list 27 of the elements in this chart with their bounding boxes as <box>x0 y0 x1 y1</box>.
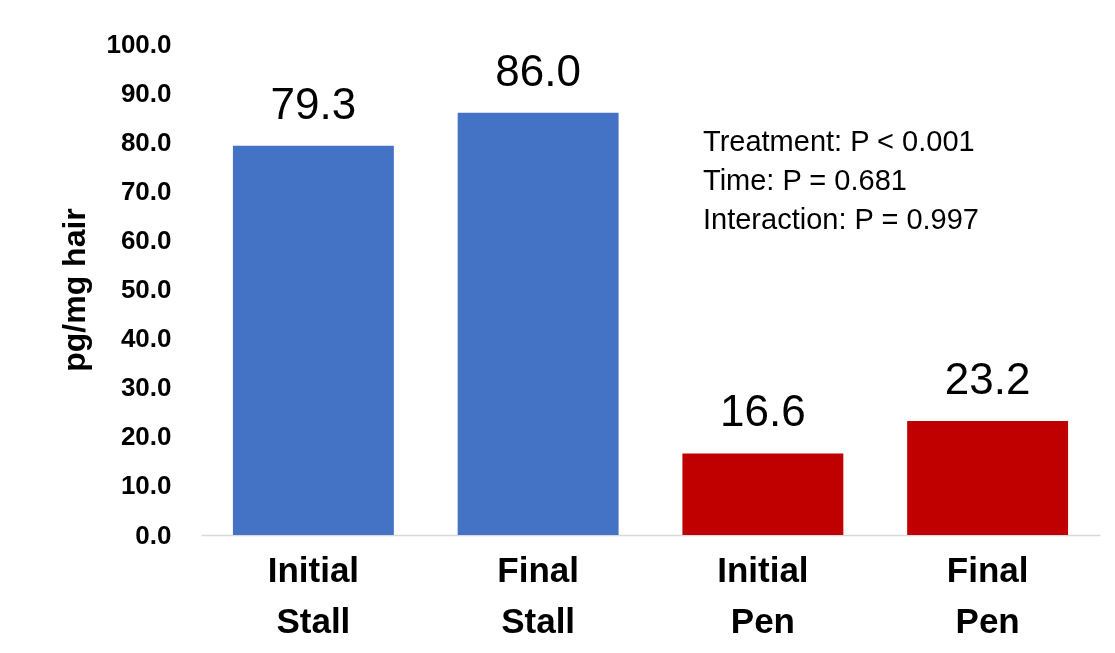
y-tick-label: 20.0 <box>120 421 172 452</box>
y-tick-label: 10.0 <box>120 470 172 501</box>
x-tick-label: Initial Stall <box>267 549 360 640</box>
data-label: 23.2 <box>944 354 1031 404</box>
y-tick-label: 50.0 <box>120 274 172 304</box>
y-tick-label: 60.0 <box>120 224 172 255</box>
x-tick-label: Initial Pen <box>717 549 809 640</box>
y-tick-label: 90.0 <box>120 77 172 108</box>
x-tick-label: Final Pen <box>946 549 1029 640</box>
bar <box>907 421 1069 535</box>
bar <box>457 112 619 535</box>
y-tick-label: 40.0 <box>120 323 172 354</box>
annotation: Time: P = 0.681 <box>703 164 907 196</box>
x-tick-label: Final Stall <box>497 549 579 640</box>
annotation: Interaction: P = 0.997 <box>703 203 979 235</box>
y-tick-label: 70.0 <box>120 175 172 206</box>
y-tick-label: 30.0 <box>120 372 172 403</box>
bar <box>682 453 844 535</box>
data-label: 16.6 <box>720 386 806 436</box>
y-tick-label: 80.0 <box>120 126 172 157</box>
annotation: Treatment: P < 0.001 <box>703 125 975 157</box>
y-tick-label: 0.0 <box>135 519 172 550</box>
data-label: 79.3 <box>270 78 357 128</box>
bar <box>232 145 394 535</box>
data-label: 86.0 <box>495 45 581 95</box>
y-axis-title: pg/mg hair <box>56 208 93 372</box>
y-tick-label: 100.0 <box>106 28 172 59</box>
